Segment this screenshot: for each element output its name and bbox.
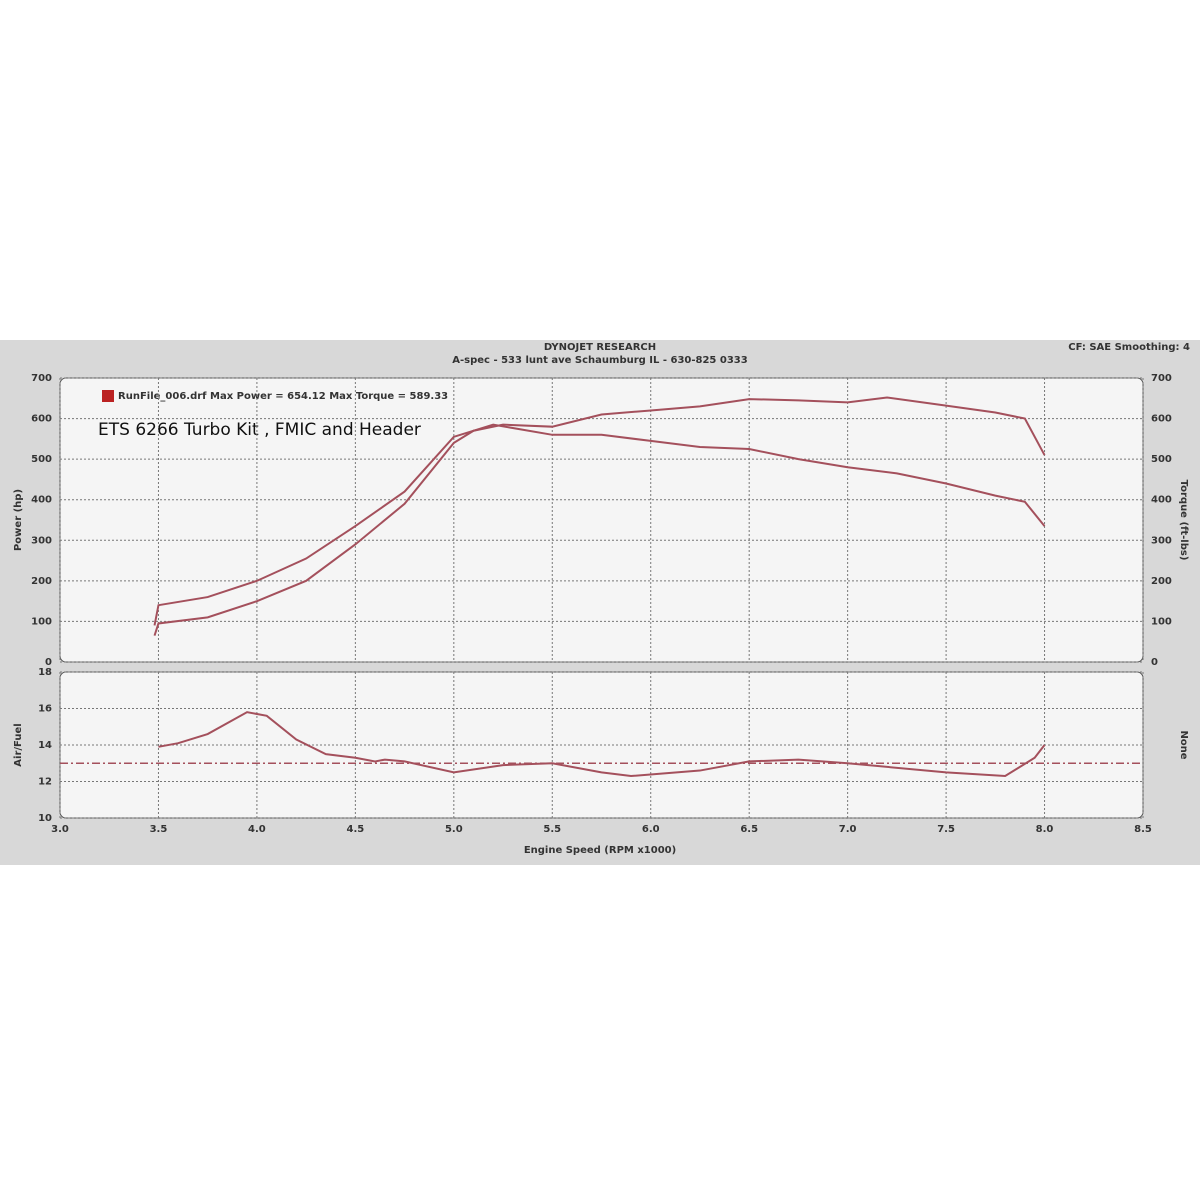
x-tick-label: 7.0 xyxy=(839,824,857,835)
legend-icon xyxy=(102,390,114,402)
x-label: Engine Speed (RPM x1000) xyxy=(524,845,676,856)
series-line xyxy=(153,423,1046,626)
y-tick-label: 14 xyxy=(38,740,52,751)
y2-tick-label: 200 xyxy=(1151,576,1172,587)
y-tick-label: 700 xyxy=(31,373,52,384)
y2-tick-label: 300 xyxy=(1151,535,1172,546)
y-tick-label: 300 xyxy=(31,535,52,546)
y-tick-label: 200 xyxy=(31,576,52,587)
x-tick-label: 5.5 xyxy=(543,824,561,835)
y2-label: Torque (ft-lbs) xyxy=(1178,480,1189,561)
y2-tick-label: 400 xyxy=(1151,495,1172,506)
x-tick-label: 3.0 xyxy=(51,824,69,835)
y2-tick-label: 100 xyxy=(1151,616,1172,627)
y-tick-label: 400 xyxy=(31,495,52,506)
x-tick-label: 7.5 xyxy=(937,824,955,835)
y2-tick-label: 700 xyxy=(1151,373,1172,384)
series-line xyxy=(153,396,1046,636)
y-tick-label: 16 xyxy=(38,704,52,715)
x-tick-label: 5.0 xyxy=(445,824,463,835)
y-tick-label: 18 xyxy=(38,667,52,678)
settings: CF: SAE Smoothing: 4 xyxy=(1068,342,1190,353)
y2-tick-label: 600 xyxy=(1151,414,1172,425)
y2-label: None xyxy=(1178,730,1189,759)
y-label: Power (hp) xyxy=(13,489,24,551)
y-label: Air/Fuel xyxy=(13,723,24,766)
series-line xyxy=(158,711,1046,778)
x-tick-label: 8.5 xyxy=(1134,824,1152,835)
y-tick-label: 100 xyxy=(31,616,52,627)
x-tick-label: 6.0 xyxy=(642,824,660,835)
y-tick-label: 12 xyxy=(38,777,52,788)
x-tick-label: 3.5 xyxy=(150,824,168,835)
x-tick-label: 6.5 xyxy=(740,824,758,835)
y-tick-label: 600 xyxy=(31,414,52,425)
y2-tick-label: 500 xyxy=(1151,454,1172,465)
x-tick-label: 8.0 xyxy=(1036,824,1054,835)
y-tick-label: 0 xyxy=(45,657,52,668)
x-tick-label: 4.0 xyxy=(248,824,266,835)
x-tick-label: 4.5 xyxy=(347,824,365,835)
y-tick-label: 500 xyxy=(31,454,52,465)
y2-tick-label: 0 xyxy=(1151,657,1158,668)
y-tick-label: 10 xyxy=(38,813,52,824)
annotation: ETS 6266 Turbo Kit , FMIC and Header xyxy=(98,420,421,440)
legend-text: RunFile_006.drf Max Power = 654.12 Max T… xyxy=(118,391,448,402)
subtitle: A-spec - 533 lunt ave Schaumburg IL - 63… xyxy=(452,355,747,366)
title: DYNOJET RESEARCH xyxy=(544,342,656,353)
